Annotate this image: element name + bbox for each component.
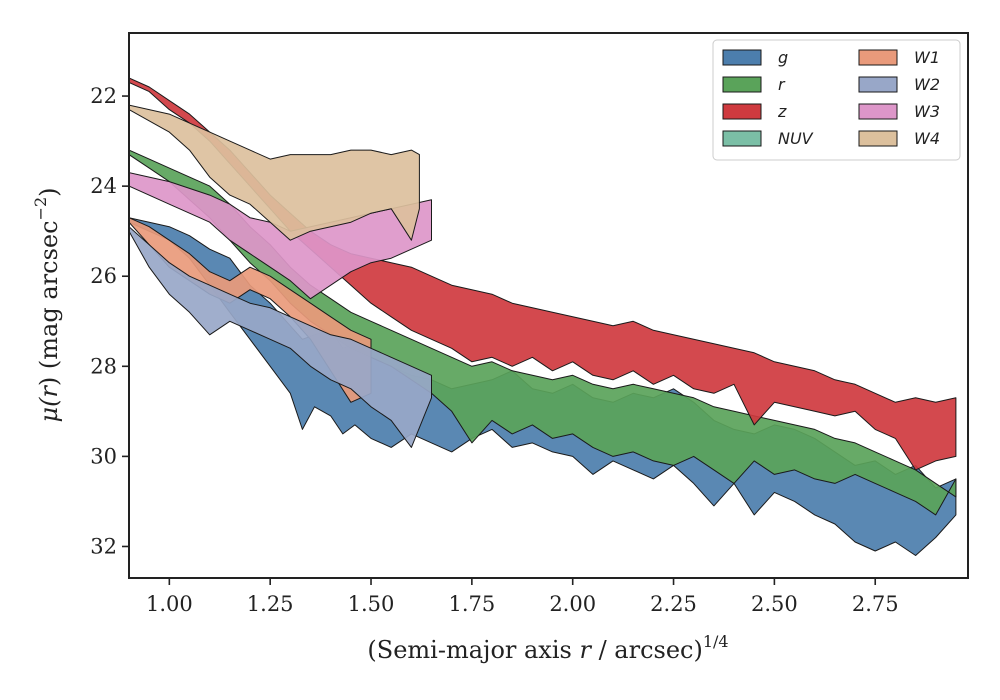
plot-frame <box>128 32 969 579</box>
x-tick-label: 2.25 <box>650 592 697 616</box>
legend-swatch-g <box>722 49 762 66</box>
legend-label-W2: W2 <box>914 75 940 94</box>
y-tick-label: 22 <box>90 84 117 108</box>
legend-label-r: r <box>778 75 786 94</box>
x-tick-label: 2.00 <box>549 592 596 616</box>
y-axis-label: μ(r) (mag arcsec−2) <box>31 187 63 422</box>
legend-label-z: z <box>777 102 787 121</box>
y-tick-label: 26 <box>90 264 117 288</box>
x-tick-label: 1.00 <box>146 592 193 616</box>
legend-swatch-W1 <box>858 49 898 66</box>
legend-swatch-z <box>722 103 762 120</box>
band-W4 <box>129 104 420 241</box>
legend-swatch-W3 <box>858 103 898 120</box>
band-W3 <box>129 172 432 300</box>
y-tick-label: 28 <box>90 354 117 378</box>
x-tick-label: 1.50 <box>348 592 395 616</box>
legend-swatch-NUV <box>722 130 762 147</box>
band-z <box>129 77 957 471</box>
legend-swatch-r <box>722 76 762 93</box>
x-axis-label: (Semi-major axis r / arcsec)1/4 <box>367 632 728 664</box>
legend-label-W4: W4 <box>914 129 940 148</box>
band-W2 <box>129 226 432 448</box>
x-tick-label: 2.50 <box>751 592 798 616</box>
legend-swatch-W2 <box>858 76 898 93</box>
legend-swatch-W4 <box>858 130 898 147</box>
legend-box <box>712 39 961 161</box>
x-tick-label: 1.25 <box>247 592 294 616</box>
legend-label-NUV: NUV <box>778 129 814 148</box>
legend-label-W1: W1 <box>914 48 940 67</box>
y-tick-label: 24 <box>90 174 117 198</box>
x-tick-label: 2.75 <box>852 592 899 616</box>
legend: grz NUV W1 W2 W3 W4 <box>712 39 961 161</box>
bands-layer <box>129 77 957 556</box>
y-tick-label: 30 <box>90 444 117 468</box>
legend-label-W3: W3 <box>914 102 940 121</box>
x-tick-label: 1.75 <box>448 592 495 616</box>
y-axis-ticks: 22 24 26 28 30 32 <box>90 84 129 558</box>
legend-label-g: g <box>778 48 788 67</box>
x-axis-ticks: 1.00 1.25 1.50 1.75 2.00 2.25 2.50 2.75 <box>146 578 899 616</box>
y-tick-label: 32 <box>90 534 117 558</box>
